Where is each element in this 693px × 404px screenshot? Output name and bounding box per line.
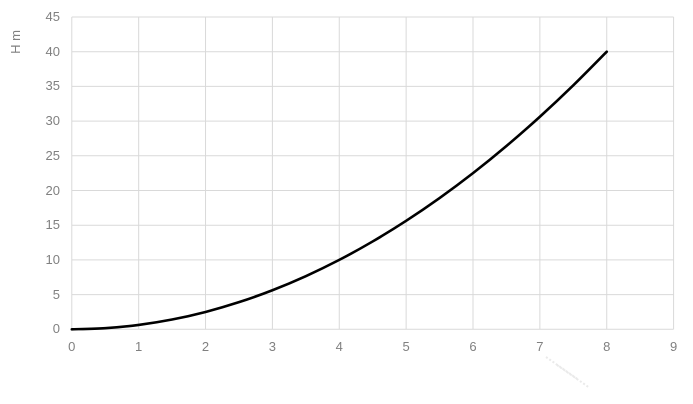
y-tick-label: 5 (52, 286, 60, 302)
y-tick-label: 30 (45, 113, 60, 129)
x-tick-label: 1 (135, 339, 143, 354)
y-tick-label: 10 (45, 251, 60, 267)
data-curve (70, 50, 609, 331)
y-tick-label: 25 (45, 147, 60, 163)
y-tick-label: 15 (45, 217, 60, 233)
x-tick-label: 7 (536, 339, 544, 354)
x-tick-label: 4 (335, 339, 343, 354)
x-tick-label: 3 (268, 339, 276, 354)
x-tick-label: 0 (68, 339, 76, 354)
y-tick-label: 0 (52, 321, 60, 337)
y-tick-label: 40 (45, 43, 60, 59)
y-tick-label: 35 (45, 78, 60, 94)
x-tick-label: 8 (603, 339, 611, 354)
x-tick-label: 5 (402, 339, 410, 354)
x-tick-label: 9 (669, 339, 678, 354)
x-tick-label: 6 (469, 339, 477, 354)
y-tick-label: 20 (45, 182, 60, 198)
x-tick-label: 2 (201, 339, 210, 354)
gridlines (71, 16, 675, 330)
y-tick-label: 45 (45, 9, 60, 24)
